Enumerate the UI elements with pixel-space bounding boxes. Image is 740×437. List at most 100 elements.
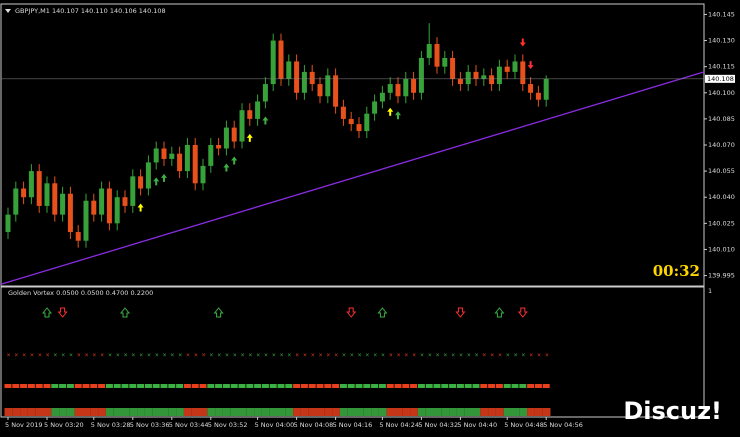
indicator-dot [74,384,82,388]
candle-body [528,84,534,93]
indicator-bar [20,408,28,416]
indicator-dot [105,384,113,388]
candle-body [145,162,151,189]
indicator-x: × [202,353,206,359]
indicator-bar [105,408,114,416]
indicator-x: × [506,353,510,359]
candle-body [520,61,526,85]
indicator-bar [4,408,13,416]
indicator-dot [495,384,503,388]
candle-body [442,57,448,67]
indicator-x: × [311,353,315,359]
candle-body [114,197,120,224]
indicator-x: × [381,353,385,359]
indicator-dot [90,384,98,388]
indicator-x: × [77,353,81,359]
candle-body [301,71,307,93]
indicator-dot [456,384,464,388]
indicator-dot [152,384,160,388]
candle-body [83,200,89,241]
indicator-x: × [38,353,42,359]
indicator-dot [35,384,43,388]
indicator-bar [121,408,130,416]
indicator-bar [269,408,278,416]
indicator-dot [199,384,207,388]
candle-body [184,145,190,172]
candle-body [44,183,50,206]
indicator-x: × [521,353,525,359]
indicator-bar [191,408,200,416]
candle-body [130,176,136,206]
y-tick-label: 140.115 [708,63,735,71]
y-tick-label: 140.130 [708,37,735,45]
indicator-dot [51,384,59,388]
indicator-bar [347,408,356,416]
candle-body [75,232,81,241]
indicator-dot [238,384,246,388]
indicator-bar [456,408,465,416]
indicator-dot [246,384,254,388]
indicator-dot [324,384,332,388]
indicator-bar [176,408,184,416]
y-tick-label: 140.145 [708,10,735,18]
candle-body [255,101,261,119]
clock: 00:32 [653,262,700,280]
indicator-bar [82,408,91,416]
indicator-bar [168,408,177,416]
indicator-bar [160,408,169,416]
indicator-bar [402,408,411,416]
buy-signal [387,107,394,116]
indicator-buy-arrow [119,307,131,318]
indicator-x: × [482,353,486,359]
x-tick-label: 5 Nov 03:52 [208,421,248,429]
indicator-bar [246,408,255,416]
x-tick-label: 5 Nov 04:48 [504,421,544,429]
y-tick-label: 140.025 [708,219,735,227]
indicator-bar [183,408,192,416]
indicator-bar [488,408,496,416]
indicator-bar [355,408,364,416]
indicator-x: × [475,353,479,359]
indicator-dot [503,384,511,388]
indicator-bar [261,408,270,416]
indicator-dot [464,384,472,388]
candle-body [286,61,292,79]
indicator-dot [277,384,285,388]
indicator-dot [137,384,145,388]
x-tick-label: 5 Nov 2019 [5,421,43,429]
x-tick-label: 5 Nov 04:24 [379,421,419,429]
indicator-x: × [451,353,455,359]
sell-signal [527,61,534,70]
indicator-x: × [233,353,237,359]
indicator-dot [66,384,74,388]
indicator-x: × [389,353,393,359]
indicator-bar [51,408,60,416]
indicator-x: × [256,353,260,359]
indicator-dot [261,384,269,388]
candle-body [543,78,549,100]
indicator-x: × [358,353,362,359]
indicator-x: × [14,353,18,359]
indicator-bar [230,408,239,416]
indicator-title: Golden Vortex 0.0500 0.0500 0.4700 0.220… [8,289,153,297]
indicator-dot [534,384,542,388]
candle-body [169,153,175,159]
indicator-bar [90,408,99,416]
candle-body [36,171,42,206]
indicator-dot [168,384,176,388]
indicator-dot [519,384,527,388]
indicator-x: × [264,353,268,359]
candle-body [411,78,417,93]
indicator-dot [339,384,347,388]
indicator-dot [230,384,238,388]
candle-body [52,183,58,215]
indicator-x: × [428,353,432,359]
buy-signal [246,133,253,142]
candle-body [317,84,323,97]
indicator-x: × [241,353,245,359]
indicator-bar [27,408,36,416]
indicator-bar [207,408,216,416]
indicator-bar [339,408,348,416]
candle-body [122,197,128,206]
indicator-x: × [326,353,330,359]
